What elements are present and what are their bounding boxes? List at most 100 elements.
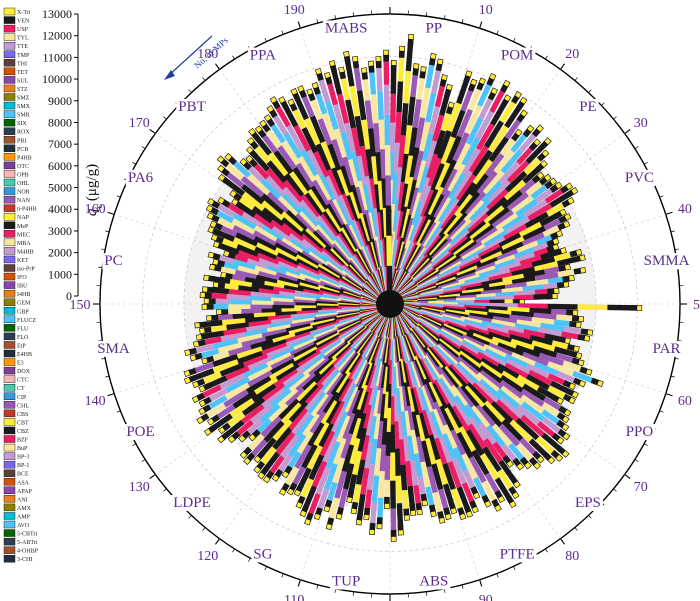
bar-cap (551, 432, 561, 442)
bar-cap (313, 86, 321, 96)
bar-segment (540, 322, 565, 332)
bar-segment (469, 173, 489, 198)
bar-segment (506, 160, 530, 184)
bar-segment (367, 128, 377, 157)
angular-tick-mark (352, 12, 355, 17)
bar-cap (233, 192, 243, 202)
bar-tip (346, 496, 353, 504)
bar-segment (457, 350, 482, 370)
polymer-label-bg (247, 47, 279, 64)
bar-segment (437, 436, 453, 464)
polymer-label: PTFE (500, 546, 535, 562)
bar-tip (290, 88, 298, 96)
bar-segment (241, 335, 267, 348)
bar-segment (507, 329, 531, 341)
bar-segment (469, 199, 492, 223)
bar-tip (561, 415, 570, 424)
bar-cap (566, 343, 576, 351)
bar-segment (417, 166, 431, 194)
bar-segment (261, 306, 282, 313)
bar-tip (202, 286, 209, 293)
bar-segment (476, 351, 500, 368)
bar-tip (184, 349, 191, 356)
bar-cap (220, 158, 230, 168)
bar-tip (201, 357, 209, 365)
bar-segment (274, 241, 299, 258)
legend-swatch (3, 332, 16, 341)
bar-tip (212, 241, 221, 249)
bar-tip (514, 128, 523, 137)
bar-segment (270, 315, 294, 324)
bar-cap (412, 68, 419, 76)
bar-segment (332, 437, 347, 465)
bar-segment (291, 347, 317, 367)
bar-tip (516, 462, 525, 471)
legend-swatch (3, 384, 16, 392)
bar-segment (277, 397, 300, 420)
bar-cap (486, 77, 495, 87)
angular-tick-mark (232, 548, 235, 553)
polymer-labels: PP POM PE PVC SMMA PAR PPO EPS PTFE ABS TUP SG LDPE P… (95, 20, 692, 590)
bar-segment (503, 224, 528, 242)
bar-tip (314, 68, 322, 76)
bar-segment (424, 140, 438, 168)
bar-segment (306, 355, 330, 376)
bar-tip (465, 70, 473, 78)
bar-segment (377, 180, 386, 210)
bar-tip (363, 513, 370, 521)
bar-segment (341, 412, 356, 440)
bar-tip (323, 505, 331, 513)
bar-segment (522, 225, 546, 241)
bar-tip (555, 230, 564, 238)
bar-cap (573, 267, 582, 275)
bar-segment (221, 317, 246, 326)
bar-segment (241, 191, 266, 212)
bar-cap (445, 106, 454, 115)
legend-swatch (3, 144, 16, 153)
bar-segment (226, 321, 250, 330)
bar-segment (402, 410, 412, 437)
bar-segment (238, 284, 260, 293)
bar-cap (221, 422, 231, 432)
polymer-label: PA6 (128, 170, 154, 186)
bar-segment (521, 232, 545, 247)
bar-cap (206, 286, 215, 293)
legend-label: CT (17, 386, 25, 392)
bar-tip (508, 500, 517, 509)
angular-tick-label: 60 (678, 394, 692, 409)
legend-label: 3-CHI (17, 557, 32, 563)
bar-segment (281, 210, 305, 232)
bar-segment (303, 117, 321, 146)
legend-swatch (3, 520, 16, 529)
legend-label: CBT (17, 420, 29, 426)
angular-tick-mark (107, 211, 115, 215)
radial-tick-label: 8000 (48, 115, 72, 129)
bar-tip (497, 495, 506, 503)
bar-segment (294, 444, 312, 470)
bar-segment (265, 175, 287, 197)
bar-segment (365, 175, 376, 207)
bar-segment (286, 124, 305, 152)
bar-segment (373, 122, 381, 153)
bar-cap (558, 264, 567, 272)
y-axis-label: qc(μg/g) (84, 164, 105, 216)
bar-segment (248, 294, 272, 302)
bar-tip (238, 434, 247, 443)
bar-segment (241, 183, 265, 205)
bar-segment (317, 118, 333, 146)
legend-swatches (3, 7, 16, 563)
bar-segment (465, 429, 485, 457)
bar-cap (531, 128, 541, 138)
bar-segment (414, 414, 426, 442)
legend-label: CHL (17, 403, 29, 409)
angular-tick-label: 120 (197, 549, 218, 564)
polymer-label: SMMA (644, 253, 690, 269)
angular-tick-mark (107, 393, 115, 397)
bar-segment (491, 423, 513, 447)
bar-cap (220, 431, 230, 441)
polymer-label: SMA (97, 341, 130, 357)
bar-segment (296, 348, 321, 367)
bar-segment (458, 426, 477, 453)
legend-label: iso-PrP (17, 267, 35, 273)
bar-segment (533, 312, 557, 320)
